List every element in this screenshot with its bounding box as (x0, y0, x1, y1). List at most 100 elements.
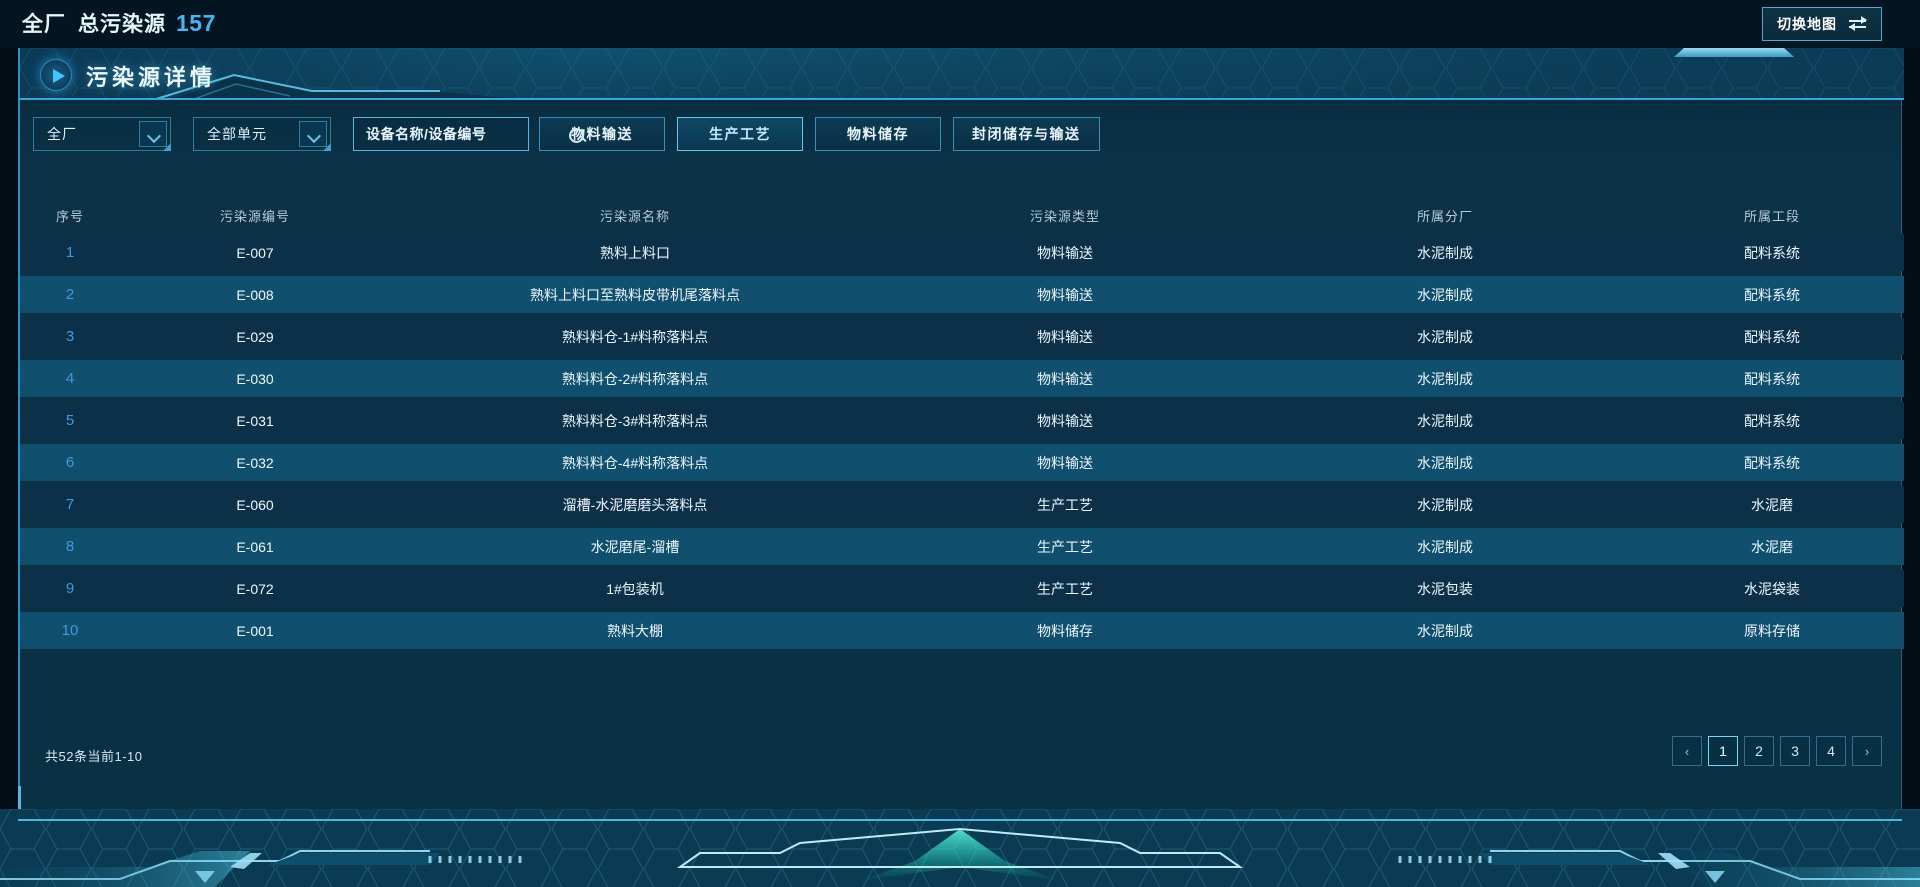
pagination: ‹ 1 2 3 4 › (1672, 736, 1882, 766)
category-button-label: 物料输送 (571, 126, 633, 142)
record-count-label: 共52条当前1-10 (45, 749, 143, 764)
table-row[interactable]: 4 E-030 熟料料仓-2#料称落料点 物料输送 水泥制成 配料系统 (20, 360, 1904, 397)
cell-plant: 水泥制成 (1417, 496, 1473, 513)
cell-name: 熟料料仓-2#料称落料点 (561, 370, 709, 387)
unit-select[interactable]: 全部单元 (193, 117, 331, 151)
page-button-2[interactable]: 2 (1744, 736, 1774, 766)
bottom-hud-decoration (0, 809, 1920, 887)
cell-name: 溜槽-水泥磨磨头落料点 (562, 496, 708, 513)
chevron-down-icon[interactable] (139, 121, 167, 147)
table-header-row: 序号 污染源编号 污染源名称 污染源类型 所属分厂 所属工段 (20, 198, 1904, 232)
cell-index: 8 (65, 538, 75, 555)
table-row[interactable]: 2 E-008 熟料上料口至熟料皮带机尾落料点 物料输送 水泥制成 配料系统 (20, 276, 1904, 313)
category-button-label: 封闭储存与输送 (972, 126, 1081, 142)
panel-header: 污染源详情 (20, 48, 1904, 100)
cell-code: E-060 (236, 496, 274, 513)
select-corner-decoration (163, 143, 171, 151)
cell-section: 水泥磨 (1751, 538, 1793, 555)
plant-select-value: 全厂 (47, 126, 77, 142)
cell-section: 配料系统 (1744, 244, 1800, 261)
cell-plant: 水泥制成 (1417, 286, 1473, 303)
detail-panel: 污染源详情 全厂 全部单元 (18, 48, 1904, 812)
cell-plant: 水泥制成 (1417, 328, 1473, 345)
cell-section: 配料系统 (1744, 454, 1800, 471)
cell-type: 生产工艺 (1037, 496, 1093, 513)
cell-name: 熟料上料口至熟料皮带机尾落料点 (530, 286, 740, 303)
table-row[interactable]: 7 E-060 溜槽-水泥磨磨头落料点 生产工艺 水泥制成 水泥磨 (20, 486, 1904, 523)
page-button-3[interactable]: 3 (1780, 736, 1810, 766)
switch-map-label: 切换地图 (1777, 16, 1837, 32)
cell-code: E-007 (236, 244, 274, 261)
page-title: 全厂 总污染源 157 (22, 8, 216, 38)
table-row[interactable]: 6 E-032 熟料料仓-4#料称落料点 物料输送 水泥制成 配料系统 (20, 444, 1904, 481)
chevron-left-icon[interactable]: ‹ (1672, 736, 1702, 766)
table-row[interactable]: 9 E-072 1#包装机 生产工艺 水泥包装 水泥袋装 (20, 570, 1904, 607)
cell-type: 物料储存 (1037, 622, 1093, 639)
cell-code: E-030 (236, 370, 274, 387)
metric-value: 157 (176, 10, 216, 36)
cell-type: 物料输送 (1037, 244, 1093, 261)
cell-name: 熟料料仓-3#料称落料点 (561, 412, 709, 429)
cell-section: 配料系统 (1744, 328, 1800, 345)
cell-plant: 水泥制成 (1417, 370, 1473, 387)
table-row[interactable]: 5 E-031 熟料料仓-3#料称落料点 物料输送 水泥制成 配料系统 (20, 402, 1904, 439)
cell-plant: 水泥制成 (1417, 454, 1473, 471)
category-button-material-storage[interactable]: 物料储存 (815, 117, 941, 151)
cell-plant: 水泥制成 (1417, 538, 1473, 555)
cell-index: 9 (65, 580, 75, 597)
chevron-right-icon[interactable]: › (1852, 736, 1882, 766)
table-body: 1 E-007 熟料上料口 物料输送 水泥制成 配料系统 2 E-008 熟料上料口至熟料皮带机… (20, 234, 1904, 654)
page-button-4[interactable]: 4 (1816, 736, 1846, 766)
column-header-name: 污染源名称 (599, 208, 670, 224)
cell-type: 生产工艺 (1037, 580, 1093, 597)
cell-index: 7 (65, 496, 75, 513)
cell-section: 配料系统 (1744, 286, 1800, 303)
column-header-plant: 所属分厂 (1416, 208, 1473, 224)
play-triangle-icon (40, 59, 72, 91)
category-button-enclosed-storage-transport[interactable]: 封闭储存与输送 (953, 117, 1100, 151)
cell-type: 生产工艺 (1037, 538, 1093, 555)
table-footer: 共52条当前1-10 ‹ 1 2 3 4 › (18, 720, 1904, 812)
unit-select-value: 全部单元 (207, 126, 267, 142)
cell-name: 熟料上料口 (600, 244, 670, 261)
hex-pattern-decoration (20, 48, 1904, 98)
table-row[interactable]: 8 E-061 水泥磨尾-溜槽 生产工艺 水泥制成 水泥磨 (20, 528, 1904, 565)
cell-index: 2 (65, 286, 75, 303)
cell-code: E-001 (236, 622, 274, 639)
cell-plant: 水泥制成 (1417, 622, 1473, 639)
search-box[interactable] (353, 117, 584, 151)
cell-code: E-031 (236, 412, 274, 429)
cell-name: 水泥磨尾-溜槽 (590, 538, 680, 555)
page-button-1[interactable]: 1 (1708, 736, 1738, 766)
cell-index: 6 (65, 454, 75, 471)
cell-index: 1 (65, 244, 75, 261)
category-button-production-process[interactable]: 生产工艺 (677, 117, 803, 151)
column-header-type: 污染源类型 (1029, 208, 1100, 224)
search-input[interactable] (354, 118, 562, 150)
cell-name: 熟料料仓-1#料称落料点 (561, 328, 709, 345)
cell-plant: 水泥制成 (1417, 244, 1473, 261)
category-button-label: 物料储存 (847, 126, 909, 142)
metric-label: 总污染源 (78, 13, 166, 36)
table-row[interactable]: 3 E-029 熟料料仓-1#料称落料点 物料输送 水泥制成 配料系统 (20, 318, 1904, 355)
cell-section: 水泥磨 (1751, 496, 1793, 513)
cell-index: 4 (65, 370, 75, 387)
cell-name: 熟料料仓-4#料称落料点 (561, 454, 709, 471)
cell-type: 物料输送 (1037, 328, 1093, 345)
column-header-code: 污染源编号 (219, 208, 290, 224)
switch-map-button[interactable]: 切换地图 (1762, 7, 1882, 41)
top-bar: 全厂 总污染源 157 切换地图 (0, 0, 1920, 48)
table-row[interactable]: 10 E-001 熟料大棚 物料储存 水泥制成 原料存储 (20, 612, 1904, 649)
chevron-down-icon[interactable] (299, 121, 327, 147)
cell-code: E-061 (236, 538, 274, 555)
cell-type: 物料输送 (1037, 370, 1093, 387)
cell-name: 1#包装机 (606, 580, 664, 597)
plant-select[interactable]: 全厂 (33, 117, 171, 151)
cell-code: E-008 (236, 286, 274, 303)
filter-toolbar: 全厂 全部单元 物料输送 生产工艺 物料储存 (20, 108, 1904, 160)
column-header-section: 所属工段 (1743, 208, 1800, 224)
table-row[interactable]: 1 E-007 熟料上料口 物料输送 水泥制成 配料系统 (20, 234, 1904, 271)
column-header-index: 序号 (55, 208, 84, 224)
plant-scope-label: 全厂 (22, 13, 66, 36)
